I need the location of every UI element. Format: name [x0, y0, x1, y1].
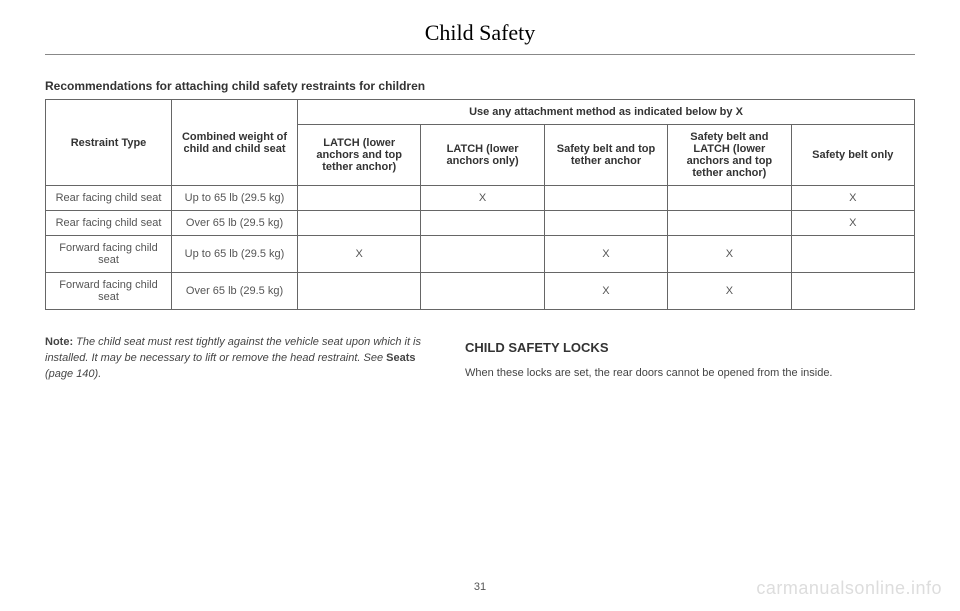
- cell-weight: Up to 65 lb (29.5 kg): [172, 186, 298, 211]
- note-text: The child seat must rest tightly against…: [45, 336, 421, 364]
- restraints-table: Restraint Type Combined weight of child …: [45, 99, 915, 310]
- col-belt-only: Safety belt only: [791, 125, 914, 186]
- cell-weight: Over 65 lb (29.5 kg): [172, 273, 298, 310]
- col-latch-anchors-tether: LATCH (lower anchors and top tether anch…: [298, 125, 421, 186]
- cell-m3: [544, 211, 667, 236]
- section-body: When these locks are set, the rear doors…: [465, 365, 845, 382]
- cell-m1: [298, 273, 421, 310]
- cell-type: Rear facing child seat: [46, 186, 172, 211]
- note-page-ref: (page 140).: [45, 368, 101, 380]
- cell-weight: Up to 65 lb (29.5 kg): [172, 236, 298, 273]
- note-label: Note:: [45, 336, 73, 348]
- cell-m3: X: [544, 236, 667, 273]
- cell-m2: [421, 211, 544, 236]
- cell-m5: X: [791, 211, 914, 236]
- cell-m3: [544, 186, 667, 211]
- cell-type: Forward facing child seat: [46, 273, 172, 310]
- cell-type: Rear facing child seat: [46, 211, 172, 236]
- cell-m1: [298, 211, 421, 236]
- col-latch-anchors-only: LATCH (lower anchors only): [421, 125, 544, 186]
- note-paragraph: Note: The child seat must rest tightly a…: [45, 335, 425, 383]
- cell-m4: X: [668, 273, 791, 310]
- cell-m1: X: [298, 236, 421, 273]
- cell-m2: X: [421, 186, 544, 211]
- table-row: Forward facing child seat Over 65 lb (29…: [46, 273, 915, 310]
- cell-m5: [791, 273, 914, 310]
- cell-m2: [421, 273, 544, 310]
- table-caption: Recommendations for attaching child safe…: [45, 79, 915, 93]
- cell-m5: [791, 236, 914, 273]
- cell-m2: [421, 236, 544, 273]
- section-heading: CHILD SAFETY LOCKS: [465, 340, 845, 355]
- col-belt-tether: Safety belt and top tether anchor: [544, 125, 667, 186]
- col-belt-latch: Safety belt and LATCH (lower anchors and…: [668, 125, 791, 186]
- horizontal-rule: [45, 54, 915, 55]
- cell-m3: X: [544, 273, 667, 310]
- cell-m4: [668, 186, 791, 211]
- table-row: Rear facing child seat Up to 65 lb (29.5…: [46, 186, 915, 211]
- cell-weight: Over 65 lb (29.5 kg): [172, 211, 298, 236]
- col-use-any: Use any attachment method as indicated b…: [298, 100, 915, 125]
- page-title: Child Safety: [45, 20, 915, 46]
- col-combined-weight: Combined weight of child and child seat: [172, 100, 298, 186]
- watermark: carmanualsonline.info: [756, 578, 942, 599]
- cell-type: Forward facing child seat: [46, 236, 172, 273]
- table-row: Forward facing child seat Up to 65 lb (2…: [46, 236, 915, 273]
- cell-m4: X: [668, 236, 791, 273]
- seats-reference: Seats: [386, 352, 415, 364]
- table-header-row-1: Restraint Type Combined weight of child …: [46, 100, 915, 125]
- table-row: Rear facing child seat Over 65 lb (29.5 …: [46, 211, 915, 236]
- cell-m1: [298, 186, 421, 211]
- col-restraint-type: Restraint Type: [46, 100, 172, 186]
- cell-m4: [668, 211, 791, 236]
- cell-m5: X: [791, 186, 914, 211]
